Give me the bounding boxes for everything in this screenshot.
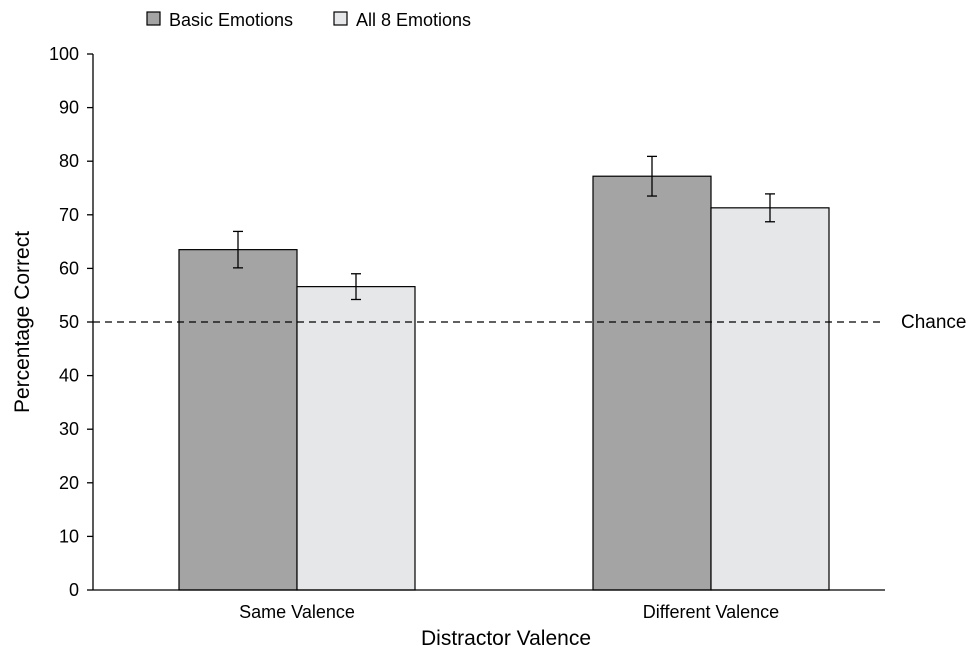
error-bar [647, 155, 657, 197]
y-tick-label: 80 [59, 151, 79, 171]
error-bars [233, 155, 775, 301]
error-bar [351, 273, 361, 301]
y-axis: 0 10 20 30 40 50 60 70 80 90 100 [49, 44, 94, 600]
error-bar [233, 230, 243, 269]
legend-label-all-8-emotions: All 8 Emotions [356, 10, 471, 30]
legend-label-basic-emotions: Basic Emotions [169, 10, 293, 30]
bar-all-8-emotions-different-valence [710, 207, 830, 591]
x-tick-label: Different Valence [643, 602, 779, 622]
y-axis-title: Percentage Correct [11, 231, 34, 413]
x-axis-title: Distractor Valence [421, 627, 591, 650]
bar-basic-emotions-different-valence [592, 175, 712, 591]
bars [178, 175, 830, 591]
y-tick-label: 60 [59, 258, 79, 278]
bar-basic-emotions-same-valence [178, 249, 298, 591]
y-tick-label: 10 [59, 526, 79, 546]
legend: Basic Emotions All 8 Emotions [146, 10, 471, 30]
bar-all-8-emotions-same-valence [296, 286, 416, 591]
y-tick-label: 50 [59, 312, 79, 332]
y-tick-label: 20 [59, 473, 79, 493]
y-tick-label: 30 [59, 419, 79, 439]
y-tick-label: 70 [59, 205, 79, 225]
x-tick-label: Same Valence [239, 602, 355, 622]
y-tick-label: 40 [59, 366, 79, 386]
chance-label: Chance [901, 312, 967, 333]
legend-swatch-basic-emotions [146, 11, 161, 26]
y-tick-label: 0 [69, 580, 79, 600]
y-tick-label: 100 [49, 44, 79, 64]
y-tick-label: 90 [59, 98, 79, 118]
x-axis: Same Valence Different Valence [93, 589, 885, 622]
legend-swatch-all-8-emotions [333, 11, 348, 26]
error-bar [765, 193, 775, 223]
